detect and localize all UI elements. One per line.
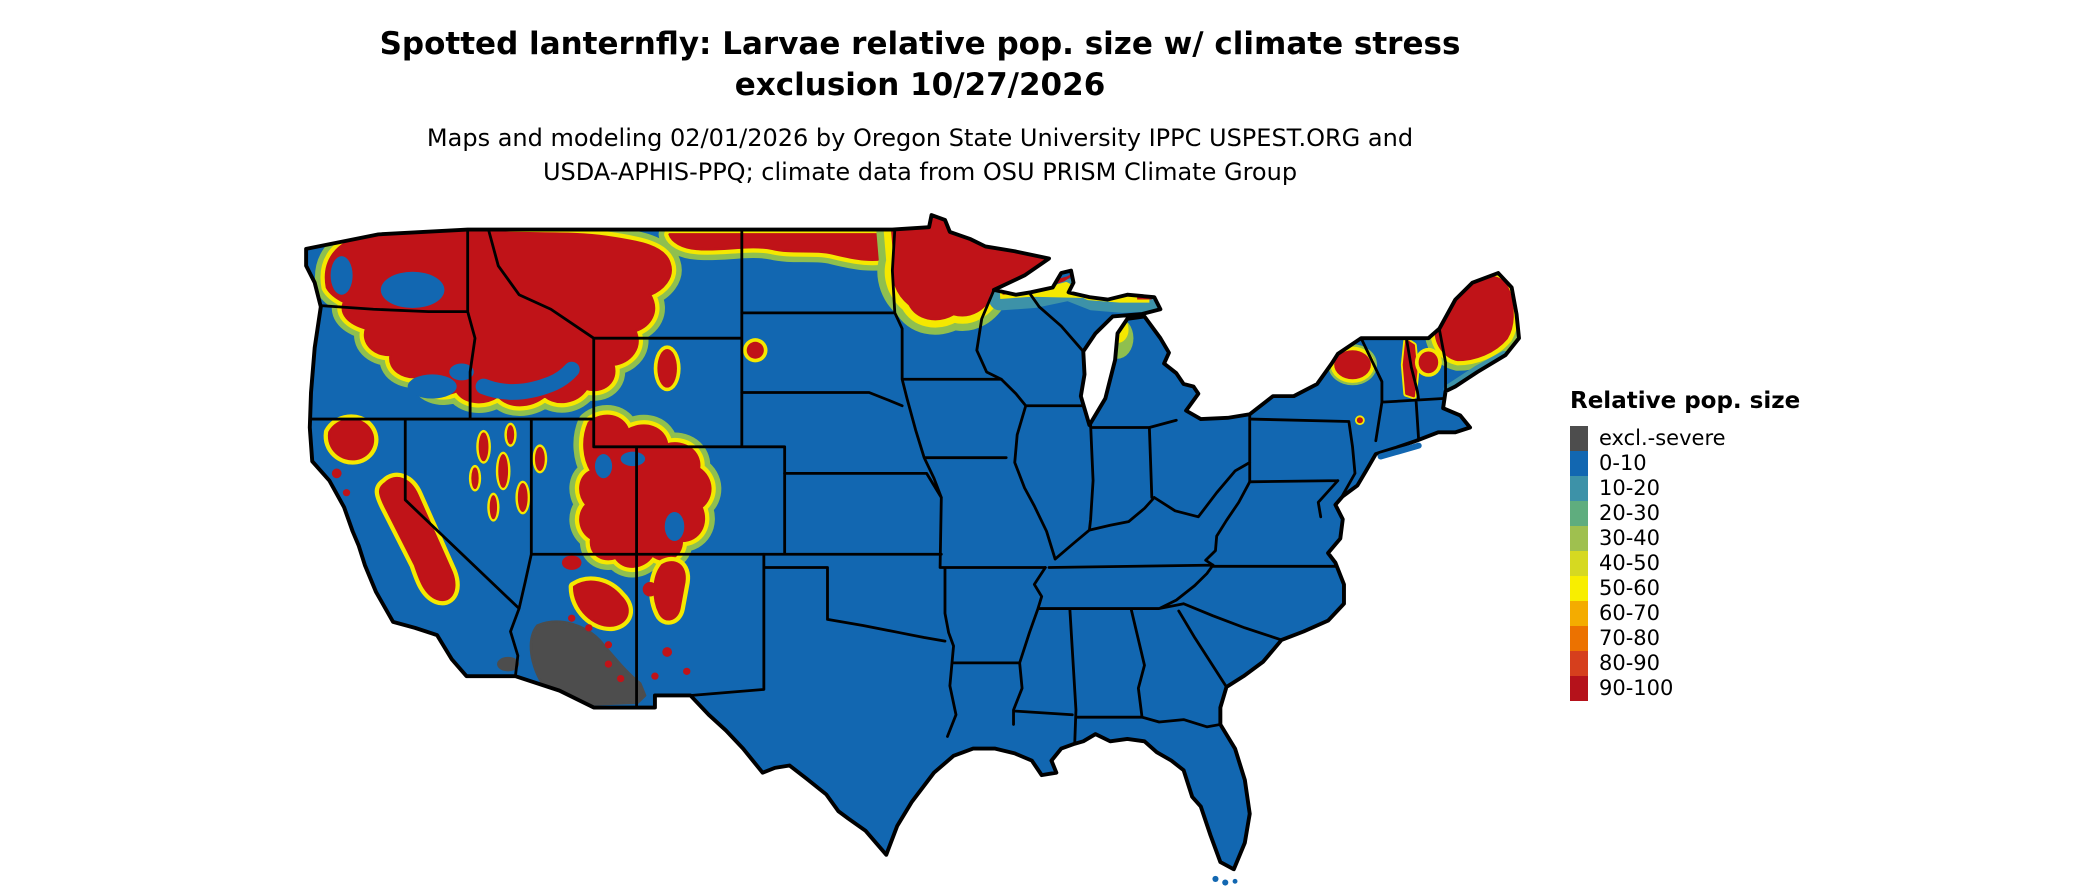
legend-label: 70-80 bbox=[1599, 626, 1661, 650]
legend-item: 20-30 bbox=[1570, 501, 1830, 526]
legend-label: 60-70 bbox=[1599, 601, 1661, 625]
chart-title-line2: exclusion 10/27/2026 bbox=[734, 67, 1106, 103]
legend-swatch bbox=[1570, 676, 1588, 701]
map-region-northern-new-mexico bbox=[642, 556, 691, 680]
legend-item: 80-90 bbox=[1570, 651, 1830, 676]
legend-swatch bbox=[1570, 501, 1588, 526]
legend-item: 10-20 bbox=[1570, 476, 1830, 501]
legend-item: excl.-severe bbox=[1570, 426, 1830, 451]
legend-label: 50-60 bbox=[1599, 576, 1661, 600]
legend-label: 30-40 bbox=[1599, 526, 1661, 550]
legend-swatch bbox=[1570, 526, 1588, 551]
legend-label: 40-50 bbox=[1599, 551, 1661, 575]
map-region-northern-minnesota bbox=[876, 215, 1065, 335]
legend-swatch bbox=[1570, 426, 1588, 451]
map-region-nevada-ranges bbox=[468, 422, 548, 522]
legend-swatch bbox=[1570, 601, 1588, 626]
legend-item: 40-50 bbox=[1570, 551, 1830, 576]
legend-item: 90-100 bbox=[1570, 676, 1830, 701]
legend-swatch bbox=[1570, 551, 1588, 576]
legend-label: 80-90 bbox=[1599, 651, 1661, 675]
legend-label: 10-20 bbox=[1599, 476, 1661, 500]
map-region-mogollon-rim bbox=[561, 555, 634, 631]
map-region-bighorn-blackhills bbox=[653, 338, 768, 392]
legend-item: 50-60 bbox=[1570, 576, 1830, 601]
map-region-sonoran-excluded bbox=[497, 614, 647, 707]
map-region-long-island bbox=[1377, 442, 1422, 460]
legend-swatch bbox=[1570, 626, 1588, 651]
us-map-container bbox=[300, 203, 1530, 891]
map-region-north-border-band bbox=[658, 223, 906, 271]
legend-item: 0-10 bbox=[1570, 451, 1830, 476]
legend-item: 30-40 bbox=[1570, 526, 1830, 551]
chart-title-line1: Spotted lanternfly: Larvae relative pop.… bbox=[379, 26, 1461, 62]
legend-label: excl.-severe bbox=[1599, 426, 1726, 450]
legend-label: 0-10 bbox=[1599, 451, 1647, 475]
chart-subtitle-line1: Maps and modeling 02/01/2026 by Oregon S… bbox=[426, 124, 1414, 152]
map-region-sierra-nevada bbox=[374, 472, 460, 606]
chart-subtitle-line2: USDA-APHIS-PPQ; climate data from OSU PR… bbox=[542, 158, 1298, 186]
legend-item: 70-80 bbox=[1570, 626, 1830, 651]
legend-title: Relative pop. size bbox=[1570, 388, 1801, 414]
map-region-green-mountains bbox=[1400, 337, 1420, 400]
legend-label: 20-30 bbox=[1599, 501, 1661, 525]
map-region-upper-michigan bbox=[989, 274, 1161, 313]
state-borders bbox=[309, 228, 1447, 746]
legend: Relative pop. size excl.-severe 0-10 10-… bbox=[1570, 388, 1830, 701]
map-region-florida-keys bbox=[1212, 875, 1238, 886]
map-region-white-mountains bbox=[1414, 347, 1442, 377]
us-map bbox=[304, 213, 1521, 886]
legend-swatch bbox=[1570, 476, 1588, 501]
legend-item: 60-70 bbox=[1570, 601, 1830, 626]
map-region-utah-colorado-rockies bbox=[569, 405, 722, 578]
legend-swatch bbox=[1570, 651, 1588, 676]
legend-label: 90-100 bbox=[1599, 676, 1674, 700]
legend-swatch bbox=[1570, 451, 1588, 476]
legend-swatch bbox=[1570, 576, 1588, 601]
